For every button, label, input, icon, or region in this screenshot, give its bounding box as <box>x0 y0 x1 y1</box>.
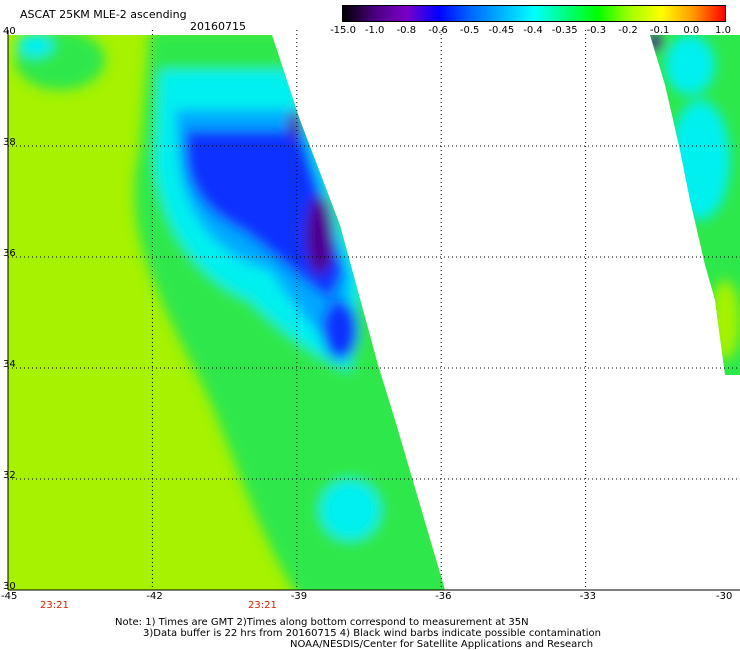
latitude-label: 32 <box>3 470 16 481</box>
color-scale-label: -0.4 <box>523 25 543 36</box>
cyan-region-south <box>320 480 380 540</box>
color-scale-label: -0.8 <box>396 25 417 36</box>
cyan-region-right-north <box>665 35 715 95</box>
color-scale-label: -0.5 <box>459 25 480 36</box>
color-scale-label: -0.6 <box>428 25 448 36</box>
cyan-region-right <box>670 100 730 220</box>
color-scale-label: -0.45 <box>488 25 515 36</box>
longitude-label: -36 <box>435 591 452 602</box>
product-title: ASCAT 25KM MLE-2 ascending <box>20 8 187 21</box>
longitude-label: -30 <box>716 591 733 602</box>
violet-region <box>306 195 334 275</box>
map-frame <box>7 30 740 591</box>
note-line-3: NOAA/NESDIS/Center for Satellite Applica… <box>290 639 594 650</box>
product-date: 20160715 <box>190 20 246 33</box>
longitude-label: -42 <box>146 591 163 602</box>
longitude-label: -45 <box>1 591 18 602</box>
color-scale-bar <box>342 5 726 22</box>
violet-region-north <box>289 110 301 140</box>
latitude-label: 38 <box>3 137 16 148</box>
time-label-center: 23:21 <box>248 600 277 611</box>
color-scale-label: -15.0 <box>330 25 356 36</box>
color-scale-label: 0.0 <box>683 25 700 36</box>
latitude-label: 30 <box>3 581 16 592</box>
note-line-2: 3)Data buffer is 22 hrs from 20160715 4)… <box>143 628 601 639</box>
lime-region-right <box>710 280 740 360</box>
color-scale-label: -0.2 <box>618 25 638 36</box>
latitude-label: 36 <box>3 248 16 259</box>
latitude-label: 34 <box>3 359 16 370</box>
violet-region-right <box>650 35 662 50</box>
cyan-region-nw <box>17 35 53 57</box>
latitude-label: 40 <box>3 26 16 37</box>
color-scale-label: -0.3 <box>586 25 607 36</box>
longitude-label: -33 <box>579 591 596 602</box>
time-label-left: 23:21 <box>40 600 69 611</box>
note-line-1: Note: 1) Times are GMT 2)Times along bot… <box>115 617 529 628</box>
blue-region-edge <box>322 300 358 360</box>
color-scale-label: -0.1 <box>649 25 670 36</box>
longitude-label: -39 <box>290 591 308 602</box>
color-scale-label: -1.0 <box>364 25 385 36</box>
swath-right <box>650 35 740 375</box>
grid-lines <box>8 30 740 590</box>
swath-main <box>8 35 445 590</box>
color-scale-label: -0.35 <box>551 25 578 36</box>
color-scale-label: 1.0 <box>715 25 731 36</box>
